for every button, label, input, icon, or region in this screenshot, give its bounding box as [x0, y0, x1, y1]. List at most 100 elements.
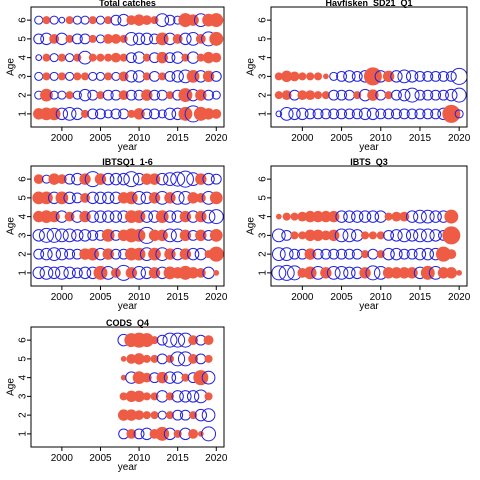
data-point	[95, 15, 106, 25]
data-point	[202, 70, 215, 83]
data-point	[96, 53, 105, 62]
data-point	[211, 52, 222, 63]
data-point	[71, 267, 83, 279]
data-point	[320, 230, 331, 241]
data-point	[430, 70, 442, 82]
data-point	[430, 108, 442, 120]
data-point	[429, 229, 442, 242]
data-point	[125, 89, 137, 101]
y-tick-label: 3	[258, 73, 269, 79]
data-point	[104, 53, 113, 62]
y-axis-label: Age	[6, 378, 17, 396]
plot-frame	[30, 326, 225, 448]
data-point	[57, 72, 66, 81]
data-point	[156, 89, 168, 101]
data-point	[274, 72, 283, 81]
x-tick-label: 2015	[409, 292, 432, 303]
y-axis-label: Age	[6, 58, 17, 76]
data-point	[119, 53, 128, 62]
data-point	[65, 34, 74, 43]
data-point	[203, 89, 214, 101]
data-point	[406, 248, 418, 260]
data-point	[201, 426, 217, 442]
data-point	[279, 247, 294, 261]
data-point	[375, 108, 387, 120]
data-point	[71, 33, 83, 45]
data-point	[110, 14, 122, 26]
data-point	[120, 356, 127, 362]
data-point	[165, 411, 174, 420]
data-point	[281, 229, 293, 241]
data-point	[404, 87, 420, 103]
data-point	[414, 108, 426, 120]
data-point	[186, 390, 200, 403]
data-point	[102, 210, 115, 223]
data-point	[444, 209, 459, 224]
data-point	[405, 210, 419, 223]
data-point	[65, 16, 74, 25]
data-point	[451, 87, 467, 103]
data-point	[181, 373, 190, 382]
data-point	[368, 231, 377, 240]
data-point	[406, 108, 418, 120]
data-point	[312, 229, 324, 242]
data-point	[142, 354, 151, 363]
data-point	[186, 247, 200, 261]
data-point	[397, 69, 412, 84]
data-point	[203, 335, 214, 346]
data-point	[384, 212, 393, 221]
data-point	[195, 33, 206, 44]
data-point	[57, 90, 67, 100]
data-point	[391, 211, 402, 222]
data-point	[81, 72, 90, 81]
data-point	[320, 248, 332, 260]
data-point	[150, 16, 159, 25]
data-point	[33, 33, 45, 45]
data-point	[95, 108, 106, 120]
panel-title: CODS_Q4	[106, 318, 149, 328]
y-tick-label: 3	[258, 232, 269, 238]
data-point	[289, 248, 300, 260]
data-point	[281, 90, 292, 101]
data-point	[187, 267, 199, 279]
data-point	[351, 210, 364, 223]
data-point	[188, 428, 199, 439]
data-points	[274, 67, 467, 123]
data-point	[141, 15, 152, 26]
x-tick-label: 2010	[370, 292, 393, 303]
data-point	[132, 266, 146, 280]
data-point	[194, 408, 208, 422]
data-point	[343, 108, 355, 120]
data-point	[179, 32, 192, 46]
data-point	[343, 89, 355, 101]
data-point	[73, 53, 82, 62]
y-tick-label: 2	[18, 412, 29, 418]
data-point	[156, 51, 168, 64]
x-tick-label: 2000	[51, 292, 74, 303]
x-tick-label: 2005	[89, 133, 112, 144]
data-point	[202, 51, 215, 64]
data-point	[271, 265, 287, 281]
data-point	[118, 108, 130, 120]
data-point	[320, 267, 332, 279]
data-point	[48, 173, 60, 185]
data-point	[195, 210, 207, 223]
data-point	[328, 89, 340, 101]
data-point	[86, 210, 99, 223]
x-tick-label: 2015	[167, 453, 190, 464]
data-point	[133, 390, 145, 403]
data-point	[275, 213, 282, 220]
data-point	[382, 267, 395, 279]
data-point	[149, 89, 160, 101]
y-tick-label: 1	[258, 270, 269, 276]
data-point	[104, 72, 113, 81]
data-point	[336, 248, 347, 260]
data-point	[42, 16, 51, 25]
data-point	[109, 210, 123, 223]
y-tick-label: 1	[18, 111, 29, 117]
data-point	[42, 53, 51, 62]
data-point	[390, 267, 403, 279]
data-point	[80, 15, 90, 25]
data-point	[384, 91, 393, 100]
data-point	[148, 247, 161, 261]
